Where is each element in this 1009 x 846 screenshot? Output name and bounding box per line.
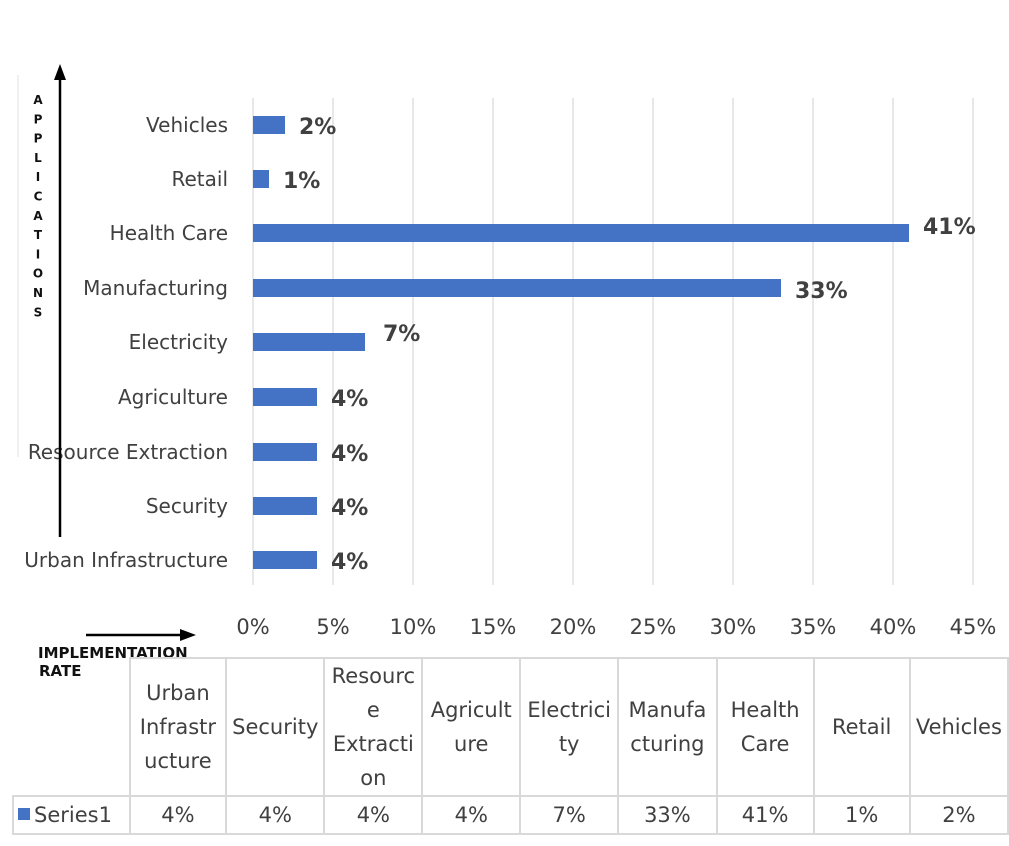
data-table: RATE Urban Infrastr ucture Security Resourc e… [12,657,1009,835]
y-annotation-letter: T [34,228,43,242]
series-name-cell: Series1 [12,795,131,835]
category-label: Security [146,494,228,518]
table-header-text: Retail [831,715,892,739]
table-header-cell: Security [225,657,326,797]
table-header-text: Resourc e Extracti on [331,664,416,790]
x-tick-label: 40% [870,615,917,639]
category-label: Retail [171,167,228,191]
bar [253,116,285,134]
table-header-cell: Health Care [715,657,815,797]
x-tick-label: 0% [236,615,269,639]
data-label: 4% [331,442,368,467]
x-tick-label: 45% [950,615,997,639]
table-value-cell: 1% [812,795,911,835]
table-value-cell: 41% [715,795,815,835]
table-header-cell: Resourc e Extracti on [323,657,424,797]
table-header-text: Agricult ure [430,698,512,756]
x-tick-label: 15% [470,615,517,639]
bars [253,116,909,569]
category-label: Urban Infrastructure [24,548,228,572]
bar [253,388,317,406]
table-header-text: Manufa cturing [628,698,707,756]
table-value-cell: 2% [908,795,1009,835]
category-label: Manufacturing [83,276,228,300]
bar-chart: Urban Infrastructure Security Resource Ext… [17,64,996,660]
y-annotation-letter: P [34,132,43,146]
table-header-text: Electrici ty [527,698,611,756]
x-axis-annotation-line2: RATE [39,662,82,680]
series-name: Series1 [34,803,112,827]
gridlines [252,98,974,585]
table-header-cell: Agricult ure [421,657,522,797]
y-arrow-head [54,64,66,80]
y-annotation-letter: A [33,209,43,223]
table-header-cell: Urban Infrastr ucture [128,657,228,797]
y-annotation-letter: N [33,286,43,300]
bar [253,170,269,188]
x-arrow-head [180,629,196,641]
category-label: Agriculture [118,385,228,409]
bar [253,333,365,351]
table-value-cell: 33% [617,795,718,835]
category-label: Electricity [129,330,229,354]
y-annotation-letter: O [33,267,43,281]
category-label: Health Care [110,221,228,245]
table-header-text: Vehicles [915,715,1002,739]
table-value-cell: 4% [225,795,326,835]
data-labels: 4% 4% 4% 4% 7% 33% 41% 1% 2% [283,115,976,575]
bar [253,443,317,461]
table-header-cell: Manufa cturing [617,657,718,797]
table-value-cell: 4% [421,795,522,835]
data-label: 41% [923,215,976,240]
x-tick-label: 25% [630,615,677,639]
bar [253,224,909,242]
category-label: Resource Extraction [28,440,228,464]
table-value-cell: 4% [323,795,424,835]
data-label: 4% [331,387,368,412]
table-corner: RATE [13,658,131,797]
x-tick-label: 5% [316,615,349,639]
table-header-text: Health Care [730,698,800,756]
category-label: Vehicles [146,113,228,137]
data-label: 33% [795,279,848,304]
y-annotation-letter: A [33,93,43,107]
table-header-text: Urban Infrastr ucture [139,681,217,773]
data-label: 4% [331,550,368,575]
y-annotation-letter: I [36,247,40,261]
x-axis-annotation: IMPLEMENTATION [38,644,188,660]
data-label: 1% [283,169,320,194]
x-tick-label: 10% [390,615,437,639]
series-swatch [18,808,30,820]
bar [253,551,317,569]
table-header-cell: Vehicles [908,657,1009,797]
data-label: 7% [383,322,420,347]
y-annotation-letter: S [34,305,43,319]
category-labels: Urban Infrastructure Security Resource Ext… [24,113,228,572]
data-label: 4% [331,496,368,521]
x-tick-label: 20% [550,615,597,639]
table-value-cell: 7% [519,795,620,835]
y-annotation-letter: C [34,190,43,204]
x-tick-label: 30% [710,615,757,639]
table-header-text: Security [232,715,319,739]
table-header-cell: Retail [812,657,911,797]
bar [253,497,317,515]
y-annotation-letter: P [34,112,43,126]
x-tick-label: 35% [790,615,837,639]
table-value-cell: 4% [128,795,228,835]
table-header-cell: Electrici ty [519,657,620,797]
y-annotation-letter: I [36,170,40,184]
x-tick-labels: 0% 5% 10% 15% 20% 25% 30% 35% 40% 45% [236,615,996,639]
y-annotation-letter: L [34,151,42,165]
data-label: 2% [299,115,336,140]
bar [253,279,781,297]
